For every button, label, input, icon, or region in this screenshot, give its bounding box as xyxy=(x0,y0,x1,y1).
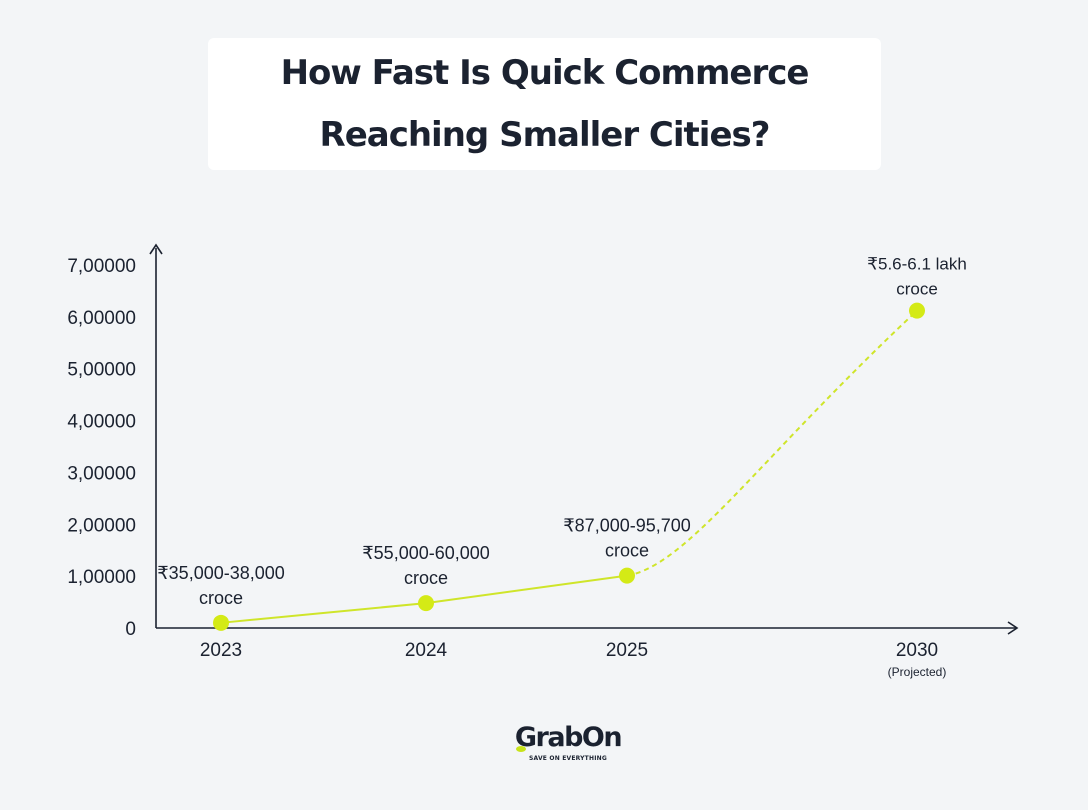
x-tick-sublabel: (Projected) xyxy=(888,665,947,679)
data-point-2025 xyxy=(619,567,635,584)
chart-title-line-1: How Fast Is Quick Commerce xyxy=(280,53,810,93)
x-axis-arrow xyxy=(1007,621,1019,635)
data-label-2030-line-1: ₹5.6-6.1 lakh xyxy=(867,255,967,274)
x-tick-label: 2024 xyxy=(405,640,448,661)
data-point-2030 xyxy=(909,302,925,319)
y-axis-arrow xyxy=(149,243,163,255)
logo-wordmark: GrabOn xyxy=(514,722,623,753)
data-label-2024-line-1: ₹55,000-60,000 xyxy=(362,543,490,563)
y-tick-label: 3,00000 xyxy=(67,463,136,484)
data-label-2025-line-1: ₹87,000-95,700 xyxy=(563,516,691,536)
data-label-2030-line-2: croce xyxy=(896,280,938,299)
data-label-2023-line-1: ₹35,000-38,000 xyxy=(157,563,285,583)
y-tick-label: 5,00000 xyxy=(67,360,136,381)
x-tick-label: 2030 xyxy=(896,640,938,661)
series-line-segment xyxy=(425,574,628,605)
grabon-logo: GrabOn SAVE ON EVERYTHING xyxy=(512,722,624,766)
y-tick-label: 0 xyxy=(125,619,136,640)
data-label-2024-line-2: croce xyxy=(404,568,448,588)
y-tick-label: 7,00000 xyxy=(67,256,136,277)
y-tick-label: 2,00000 xyxy=(67,515,136,536)
chart-title-line-2: Reaching Smaller Cities? xyxy=(319,115,771,155)
x-tick-label: 2025 xyxy=(606,640,648,661)
data-point-2024 xyxy=(418,595,434,612)
logo-tagline: SAVE ON EVERYTHING xyxy=(529,755,607,762)
logo-accent-dot xyxy=(516,746,526,752)
series-line-projected xyxy=(626,309,918,577)
series-line-segment xyxy=(220,602,427,624)
data-label-2025-line-2: croce xyxy=(605,541,649,561)
y-tick-label: 1,00000 xyxy=(67,567,136,588)
data-point-2023 xyxy=(213,614,229,631)
data-label-2023-line-2: croce xyxy=(199,588,243,608)
title-card: How Fast Is Quick Commerce Reaching Smal… xyxy=(208,38,881,170)
x-tick-label: 2023 xyxy=(200,640,242,661)
y-tick-label: 4,00000 xyxy=(67,412,136,433)
y-tick-label: 6,00000 xyxy=(67,308,136,329)
